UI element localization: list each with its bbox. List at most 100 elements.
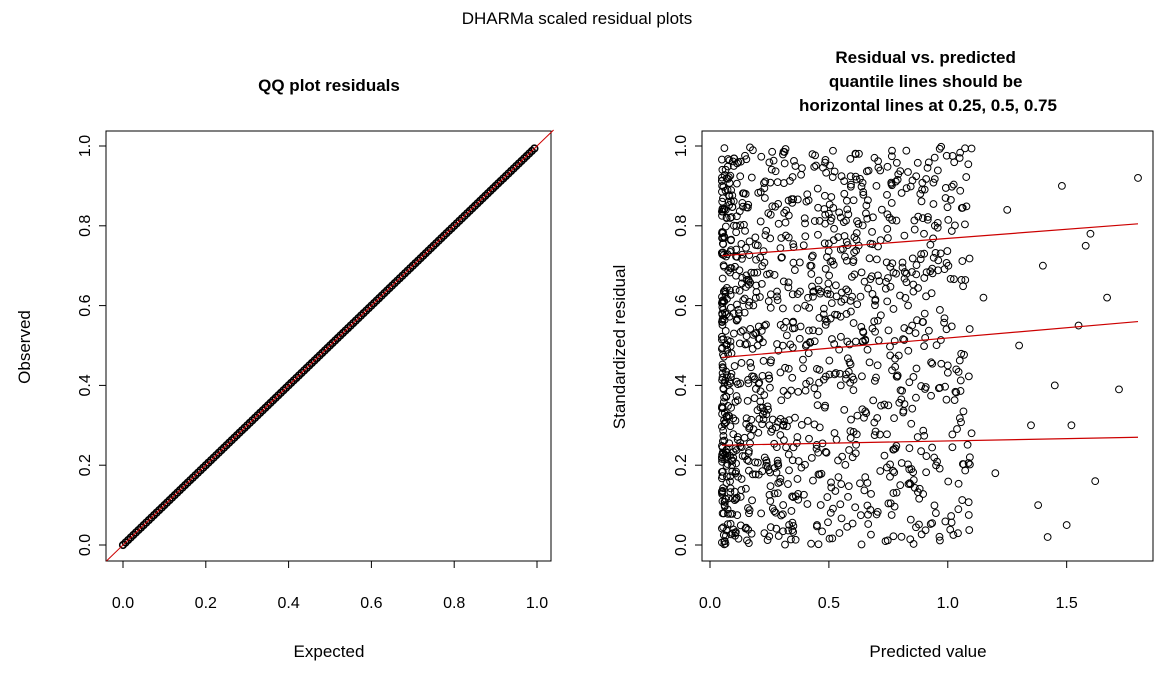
residual-point <box>726 472 735 481</box>
residual-point <box>928 269 937 278</box>
residual-point <box>779 501 788 509</box>
residual-plot-y-tick-label: 0.2 <box>673 454 690 476</box>
residual-point <box>751 470 760 479</box>
residual-point <box>781 540 789 549</box>
residual-point <box>727 213 736 221</box>
residual-point <box>752 281 761 290</box>
residual-point <box>782 331 791 340</box>
residual-point <box>912 172 921 181</box>
residual-point <box>774 532 783 540</box>
residual-point <box>766 210 775 219</box>
residual-point <box>828 335 836 343</box>
residual-point <box>802 197 811 206</box>
residual-point <box>822 317 831 326</box>
residual-point <box>910 225 919 234</box>
residual-point <box>869 396 878 405</box>
residual-point <box>964 498 973 507</box>
residual-point <box>902 278 911 287</box>
residual-point <box>826 257 835 266</box>
residual-point <box>941 184 950 192</box>
residual-point <box>808 282 816 291</box>
residual-point <box>933 223 942 232</box>
residual-plot-y-tick-label: 1.0 <box>673 135 690 157</box>
residual-point <box>721 450 730 459</box>
residual-point <box>824 518 832 527</box>
residual-point <box>776 368 785 377</box>
residual-point <box>824 209 833 218</box>
residual-point <box>718 402 726 411</box>
residual-point <box>904 301 912 310</box>
qq-plot-y-axis-label: Observed <box>15 310 34 384</box>
qq-plot-y-tick-label: 0.6 <box>77 294 94 316</box>
residual-point <box>773 178 782 187</box>
residual-point <box>807 539 816 548</box>
residual-point <box>721 327 730 335</box>
residual-point <box>954 529 962 538</box>
residual-point <box>864 520 873 528</box>
residual-point <box>752 255 760 264</box>
residual-point <box>759 356 768 365</box>
residual-point <box>1015 341 1024 350</box>
residual-point <box>942 151 951 160</box>
residual-point <box>735 286 744 295</box>
residual-point <box>863 501 872 510</box>
residual-point <box>781 218 790 227</box>
residual-point <box>765 421 774 430</box>
residual-point <box>1115 385 1123 394</box>
residual-point <box>922 268 931 277</box>
residual-point <box>862 409 871 418</box>
residual-point <box>848 519 857 528</box>
residual-point <box>1091 477 1100 486</box>
residual-point <box>954 368 963 376</box>
residual-point <box>747 268 756 277</box>
residual-point <box>849 386 858 395</box>
residual-point <box>917 530 926 539</box>
residual-point <box>864 284 872 293</box>
residual-point <box>884 401 893 410</box>
residual-point <box>728 529 737 538</box>
residual-point <box>761 231 770 240</box>
residual-point <box>747 415 756 424</box>
residual-point <box>728 157 737 166</box>
residual-point <box>729 197 738 206</box>
residual-point <box>757 279 766 288</box>
residual-point <box>890 414 898 423</box>
residual-point <box>883 234 892 242</box>
residual-point <box>914 284 922 292</box>
residual-point <box>726 286 734 295</box>
residual-point <box>850 233 859 242</box>
residual-point <box>812 441 821 449</box>
residual-point <box>801 460 809 469</box>
residual-point <box>830 167 839 176</box>
residual-point <box>876 430 884 439</box>
residual-point <box>859 188 868 196</box>
residual-point <box>804 293 812 302</box>
residual-point <box>928 264 937 273</box>
residual-point <box>851 503 860 512</box>
residual-point <box>799 355 807 364</box>
residual-point <box>788 173 797 181</box>
residual-point <box>788 290 797 299</box>
residual-point <box>877 205 886 214</box>
residual-point <box>957 276 966 284</box>
residual-point <box>751 458 760 467</box>
residual-point <box>853 411 862 420</box>
residual-point <box>934 256 943 265</box>
residual-point <box>740 294 749 303</box>
residual-point <box>827 478 835 487</box>
residual-point <box>735 266 744 275</box>
residual-point <box>765 490 774 499</box>
residual-point <box>778 341 787 350</box>
residual-point <box>746 324 755 333</box>
residual-point <box>947 227 956 235</box>
residual-point <box>737 240 746 248</box>
residual-point <box>813 521 821 529</box>
residual-point <box>872 255 881 264</box>
residual-point <box>718 410 727 418</box>
residual-point <box>842 285 851 294</box>
residual-point <box>962 173 971 181</box>
residual-plot-points <box>717 142 1142 549</box>
residual-point <box>948 443 957 452</box>
quantile-line-0.75 <box>721 223 1139 257</box>
residual-point <box>718 204 727 213</box>
